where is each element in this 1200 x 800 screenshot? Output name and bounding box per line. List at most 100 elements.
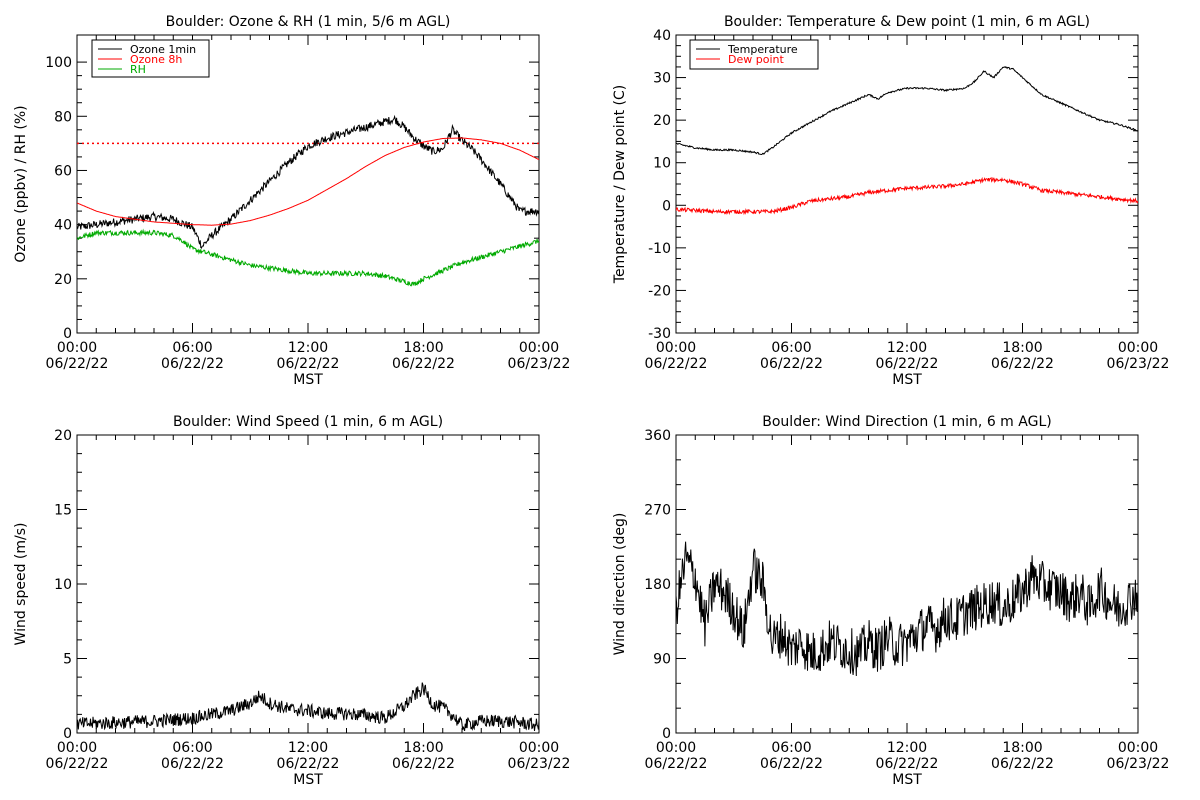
x-tick-label-time: 00:00 xyxy=(57,740,97,756)
chart-panel-4: Boulder: Wind Direction (1 min, 6 m AGL)… xyxy=(612,414,1169,788)
x-tick-label-time: 12:00 xyxy=(288,340,328,356)
y-tick-label: 60 xyxy=(54,163,72,179)
x-tick-label-time: 18:00 xyxy=(1002,740,1042,756)
x-tick-label-time: 12:00 xyxy=(887,340,927,356)
plot-frame xyxy=(675,434,1139,734)
y-tick-label: 40 xyxy=(653,28,671,44)
x-tick-label-date: 06/22/22 xyxy=(645,756,708,772)
series-line-rh xyxy=(77,228,539,287)
x-tick-label-time: 18:00 xyxy=(403,340,443,356)
chart-title: Boulder: Wind Speed (1 min, 6 m AGL) xyxy=(173,414,443,430)
legend-label: Dew point xyxy=(728,53,784,66)
x-tick-label-date: 06/22/22 xyxy=(991,756,1054,772)
series-line-1 xyxy=(77,682,539,732)
x-axis-label: MST xyxy=(293,772,323,788)
x-tick-label-time: 18:00 xyxy=(403,740,443,756)
x-tick-label-date: 06/22/22 xyxy=(645,356,708,372)
x-tick-label-date: 06/22/22 xyxy=(392,356,455,372)
x-tick-label-date: 06/22/22 xyxy=(277,756,340,772)
x-tick-label-date: 06/23/22 xyxy=(1107,356,1170,372)
y-tick-label: 5 xyxy=(63,652,72,668)
x-tick-label-date: 06/22/22 xyxy=(161,356,224,372)
x-tick-label-date: 06/22/22 xyxy=(277,356,340,372)
series-line-dew-point xyxy=(676,176,1138,216)
chart-panel-1: Boulder: Ozone & RH (1 min, 5/6 m AGL) 0 2… xyxy=(13,14,570,388)
x-tick-label-time: 06:00 xyxy=(771,740,811,756)
x-tick-label-time: 12:00 xyxy=(887,740,927,756)
legend-label: Temperature xyxy=(727,43,798,56)
y-tick-label: 0 xyxy=(662,198,671,214)
x-tick-label-date: 06/22/22 xyxy=(760,756,823,772)
x-tick-label-date: 06/22/22 xyxy=(876,756,939,772)
y-tick-label: 40 xyxy=(54,218,72,234)
x-tick-label-date: 06/22/22 xyxy=(991,356,1054,372)
x-tick-label-date: 06/22/22 xyxy=(876,356,939,372)
x-tick-label-date: 06/22/22 xyxy=(46,356,109,372)
series-line-ozone-1min xyxy=(77,114,539,249)
x-tick-label-time: 00:00 xyxy=(57,340,97,356)
x-tick-label-time: 18:00 xyxy=(1002,340,1042,356)
chart-title: Boulder: Temperature & Dew point (1 min,… xyxy=(724,14,1090,30)
y-axis-label: Ozone (ppbv) / RH (%) xyxy=(13,105,29,262)
y-axis-label: Wind speed (m/s) xyxy=(13,523,29,646)
y-tick-label: 10 xyxy=(54,577,72,593)
y-tick-label: 15 xyxy=(54,503,72,519)
plot-area xyxy=(77,114,539,287)
plot-area xyxy=(676,541,1138,677)
y-tick-label: 0 xyxy=(662,726,671,742)
plot-area xyxy=(77,682,539,732)
y-tick-label: 20 xyxy=(54,428,72,444)
y-tick-label: 20 xyxy=(653,113,671,129)
legend-label: Ozone 1min xyxy=(130,43,196,56)
y-tick-label: -10 xyxy=(648,241,671,257)
y-axis-label: Wind direction (deg) xyxy=(612,513,628,656)
plot-frame xyxy=(76,434,540,734)
y-tick-label: 10 xyxy=(653,156,671,172)
x-tick-label-time: 06:00 xyxy=(172,740,212,756)
y-axis-label: Temperature / Dew point (C) xyxy=(612,85,628,284)
plot-frame xyxy=(76,34,540,334)
series-line-temperature xyxy=(676,66,1138,156)
x-axis-label: MST xyxy=(892,772,922,788)
y-tick-label: 0 xyxy=(63,726,72,742)
y-tick-label: -30 xyxy=(648,326,671,342)
x-tick-label-date: 06/22/22 xyxy=(46,756,109,772)
chart-title: Boulder: Wind Direction (1 min, 6 m AGL) xyxy=(762,414,1051,430)
x-axis-label: MST xyxy=(293,372,323,388)
y-tick-label: 20 xyxy=(54,272,72,288)
x-tick-label-time: 00:00 xyxy=(656,740,696,756)
y-tick-label: 0 xyxy=(63,326,72,342)
y-tick-label: -20 xyxy=(648,283,671,299)
legend-label: Ozone 8h xyxy=(130,53,182,66)
x-tick-label-time: 00:00 xyxy=(656,340,696,356)
plot-area xyxy=(676,66,1138,216)
x-tick-label-time: 00:00 xyxy=(519,340,559,356)
chart-panel-2: Boulder: Temperature & Dew point (1 min,… xyxy=(612,14,1169,388)
y-tick-label: 180 xyxy=(644,577,671,593)
legend-label: RH xyxy=(130,63,146,76)
x-tick-label-time: 00:00 xyxy=(1118,340,1158,356)
y-tick-label: 100 xyxy=(45,55,72,71)
x-tick-label-time: 00:00 xyxy=(1118,740,1158,756)
x-tick-label-date: 06/22/22 xyxy=(760,356,823,372)
y-tick-label: 270 xyxy=(644,503,671,519)
x-tick-label-time: 06:00 xyxy=(771,340,811,356)
plot-frame xyxy=(675,34,1139,334)
series-line-ozone-8h xyxy=(77,137,539,226)
x-tick-label-date: 06/23/22 xyxy=(1107,756,1170,772)
x-tick-label-date: 06/22/22 xyxy=(161,756,224,772)
legend-box xyxy=(689,39,819,70)
chart-panel-3: Boulder: Wind Speed (1 min, 6 m AGL) 0 5 10… xyxy=(13,414,570,788)
x-tick-label-date: 06/23/22 xyxy=(508,356,571,372)
y-tick-label: 30 xyxy=(653,71,671,87)
x-axis-label: MST xyxy=(892,372,922,388)
series-line-1 xyxy=(676,541,1138,677)
x-tick-label-time: 12:00 xyxy=(288,740,328,756)
y-tick-label: 80 xyxy=(54,109,72,125)
x-tick-label-time: 06:00 xyxy=(172,340,212,356)
chart-title: Boulder: Ozone & RH (1 min, 5/6 m AGL) xyxy=(166,14,451,30)
x-tick-label-date: 06/22/22 xyxy=(392,756,455,772)
